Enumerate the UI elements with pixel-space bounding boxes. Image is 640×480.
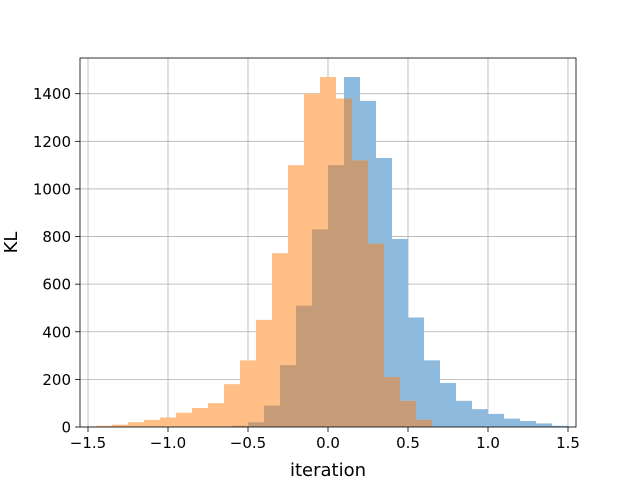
overlap-bar (288, 365, 296, 427)
y-tick-label: 1400 (33, 85, 71, 103)
overlap-bar (328, 165, 336, 427)
x-tick-label: 1.0 (476, 434, 500, 452)
histogram-bar (144, 419, 160, 427)
histogram-bar (536, 423, 552, 427)
overlap-bars (232, 98, 432, 427)
overlap-bar (264, 405, 272, 427)
histogram-bar (504, 418, 520, 427)
overlap-bar (352, 160, 360, 427)
y-tick-label: 800 (42, 228, 71, 246)
histogram-bar (208, 403, 224, 427)
overlap-bar (240, 425, 248, 427)
overlap-bar (304, 305, 312, 427)
x-tick-label: 0.0 (316, 434, 340, 452)
x-tick-label: −1.0 (150, 434, 186, 452)
y-axis-label: KL (1, 232, 22, 254)
y-axis: 0 200 400 600 800 1000 1200 1400 (33, 85, 80, 437)
overlap-bar (312, 229, 320, 427)
overlap-bar (400, 400, 408, 427)
histogram-bar (552, 425, 568, 427)
x-tick-label: −0.5 (230, 434, 266, 452)
histogram-bar (128, 422, 144, 427)
y-tick-label: 400 (42, 323, 71, 341)
histogram-bar (520, 421, 536, 427)
histogram-bar (472, 409, 488, 427)
y-tick-label: 0 (61, 419, 71, 437)
histogram-bar (192, 407, 208, 427)
histogram-bar (112, 424, 128, 427)
overlap-bar (408, 400, 416, 427)
histogram-bar (424, 360, 440, 427)
y-tick-label: 600 (42, 276, 71, 294)
x-tick-label: 1.5 (556, 434, 580, 452)
histogram-bar (224, 384, 240, 427)
y-tick-label: 200 (42, 371, 71, 389)
histogram-bar (96, 425, 112, 427)
histogram-bar (240, 360, 256, 427)
overlap-bar (336, 165, 344, 427)
histogram-bar (256, 319, 272, 427)
overlap-bar (392, 377, 400, 427)
overlap-bar (416, 419, 424, 427)
x-tick-label: −1.5 (70, 434, 106, 452)
overlap-bar (256, 422, 264, 427)
x-tick-label: 0.5 (396, 434, 420, 452)
histogram-bar (440, 382, 456, 427)
histogram-bar (408, 317, 424, 427)
histogram-bar (160, 417, 176, 427)
x-axis-label: iteration (290, 460, 366, 480)
overlap-bar (280, 365, 288, 427)
overlap-bar (248, 422, 256, 427)
y-tick-label: 1000 (33, 180, 71, 198)
overlap-bar (272, 405, 280, 427)
overlap-bar (376, 243, 384, 427)
histogram-bar (488, 413, 504, 427)
overlap-bar (344, 98, 352, 427)
histogram-bar (176, 412, 192, 427)
overlap-bar (424, 419, 432, 427)
histogram-bar (456, 400, 472, 427)
overlap-bar (232, 425, 240, 427)
overlap-bar (296, 305, 304, 427)
overlap-bar (384, 377, 392, 427)
y-tick-label: 1200 (33, 133, 71, 151)
overlap-bar (360, 160, 368, 427)
x-axis: −1.5 −1.0 −0.5 0.0 0.5 1.0 1.5 (70, 427, 580, 452)
overlap-bar (320, 229, 328, 427)
overlap-bar (368, 243, 376, 427)
